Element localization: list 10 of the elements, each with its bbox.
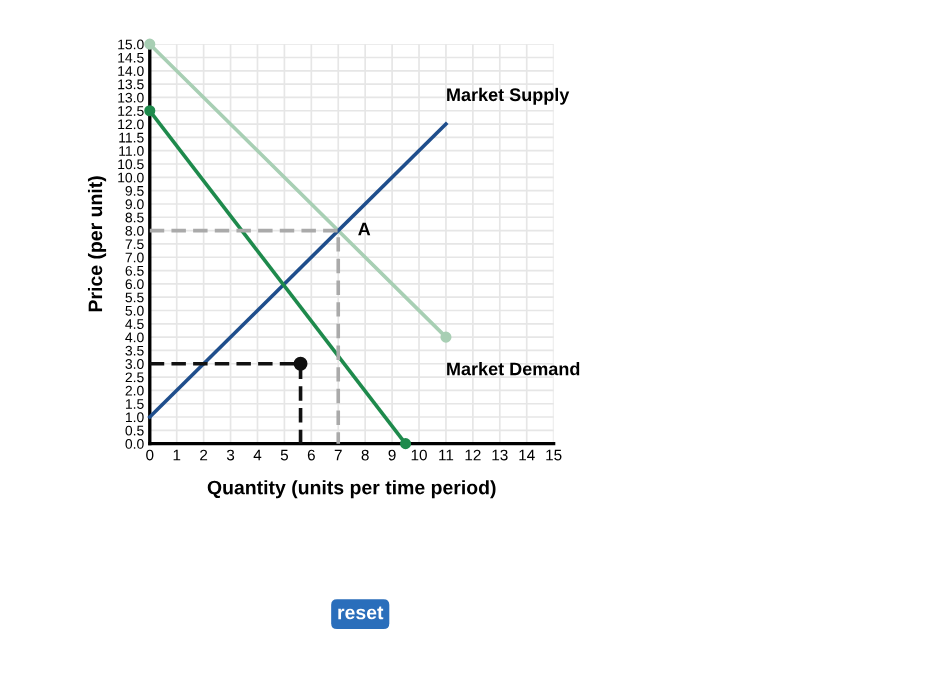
point bbox=[400, 438, 412, 450]
point bbox=[144, 38, 156, 50]
series-label: Market Demand bbox=[447, 362, 580, 376]
point bbox=[440, 331, 452, 343]
series-label: Market Supply bbox=[447, 87, 570, 105]
point bbox=[144, 105, 156, 117]
annotation: A bbox=[358, 222, 371, 236]
y-axis-title: Price (per unit) bbox=[87, 176, 107, 312]
x-axis-title: Quantity (units per time period) bbox=[207, 480, 496, 499]
text: reset bbox=[338, 606, 384, 620]
